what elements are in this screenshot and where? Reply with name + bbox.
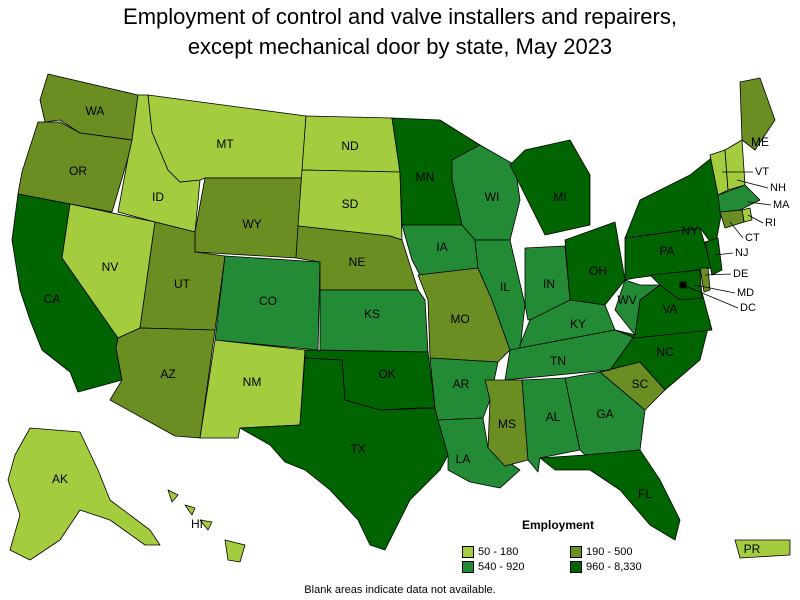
leader-line-de [704,273,732,276]
state-ak [7,427,161,561]
state-label-ok: OK [378,367,395,381]
state-tx [239,357,449,551]
state-nj [704,237,723,276]
state-label-mt: MT [216,137,234,151]
state-nh [724,139,746,191]
state-label-ga: GA [596,407,613,421]
map-title: Employment of control and valve installe… [0,2,800,62]
state-label-al: AL [546,410,561,424]
legend-item-1: 50 - 180 [462,546,518,558]
state-label-sd: SD [342,197,359,211]
legend-label-4: 960 - 8,330 [586,561,642,573]
leader-line-nj [714,252,734,256]
state-label-ne: NE [349,255,366,269]
state-hi [167,489,246,563]
state-label-ut: UT [174,277,191,291]
state-label-ny: NY [682,224,699,238]
state-label-la: LA [456,452,471,466]
map-title-line2: except mechanical door by state, May 202… [187,34,613,59]
state-label-ms: MS [498,417,516,431]
state-label-in: IN [543,277,555,291]
legend-swatch-2 [570,546,582,558]
state-label-wi: WI [485,190,500,204]
legend-label-1: 50 - 180 [478,546,519,558]
state-label-co: CO [259,294,277,308]
state-ct [719,209,745,229]
state-label-va: VA [662,302,677,316]
state-label-hi: HI [191,517,203,531]
state-label-sc: SC [632,377,649,391]
state-label-dc: DC [740,302,756,314]
state-label-md: MD [737,287,754,299]
state-label-ks: KS [364,307,380,321]
leader-line-dc [682,284,739,309]
legend-item-3: 540 - 920 [462,561,524,573]
state-label-de: DE [733,268,748,280]
state-label-ky: KY [570,317,586,331]
leader-line-nh [736,179,769,189]
state-label-ak: AK [52,472,68,486]
state-wy [194,177,303,259]
state-label-ma: MA [773,199,790,211]
state-de [699,267,711,293]
state-az [109,327,216,439]
state-label-or: OR [69,164,87,178]
state-label-nc: NC [656,345,674,359]
state-md [649,269,703,301]
leader-line-ct [729,221,744,239]
state-ny [624,154,723,249]
state-label-mo: MO [450,312,469,326]
state-label-il: IL [500,280,510,294]
state-fl [539,449,681,541]
state-pr [734,539,791,559]
legend-swatch-1 [462,546,474,558]
state-label-mn: MN [416,170,435,184]
footnote: Blank areas indicate data not available. [304,584,496,596]
state-la [437,417,521,489]
state-label-nv: NV [102,260,119,274]
state-label-id: ID [152,190,164,204]
dc-marker [680,282,686,288]
state-label-vt: VT [755,166,769,178]
state-label-tx: TX [350,442,365,456]
map-title-line1: Employment of control and valve installe… [123,4,677,29]
state-label-fl: FL [638,487,652,501]
state-label-pa: PA [659,244,674,258]
legend-item-4: 960 - 8,330 [570,561,642,573]
legend-title: Employment [522,518,595,532]
state-label-ct: CT [745,232,760,244]
state-label-nd: ND [341,139,359,153]
legend-label-2: 190 - 500 [586,546,633,558]
state-label-me: ME [751,135,769,149]
leader-line-ma [747,201,772,206]
state-label-ca: CA [44,292,61,306]
state-ma [717,184,761,213]
state-label-wa: WA [86,104,105,118]
state-label-tn: TN [550,354,566,368]
state-label-pr: PR [744,542,761,556]
legend-item-2: 190 - 500 [570,546,632,558]
state-label-nj: NJ [735,247,748,259]
state-label-az: AZ [160,367,175,381]
state-label-nh: NH [770,182,786,194]
state-label-ar: AR [453,377,470,391]
state-ks [319,289,429,353]
state-or [17,121,133,213]
legend-swatch-3 [462,561,474,573]
legend-label-3: 540 - 920 [478,561,525,573]
leader-line-ri [747,214,764,224]
leader-line-md [694,284,736,294]
state-label-ri: RI [765,217,776,229]
state-label-oh: OH [589,264,607,278]
state-label-mi: MI [553,190,566,204]
state-oh [564,221,626,306]
state-label-ia: IA [436,240,447,254]
state-mi [509,139,591,236]
legend-swatch-4 [570,561,582,573]
state-label-wy: WY [242,217,261,231]
state-me [739,77,776,151]
state-label-wv: WV [617,293,636,307]
state-label-nm: NM [243,375,262,389]
